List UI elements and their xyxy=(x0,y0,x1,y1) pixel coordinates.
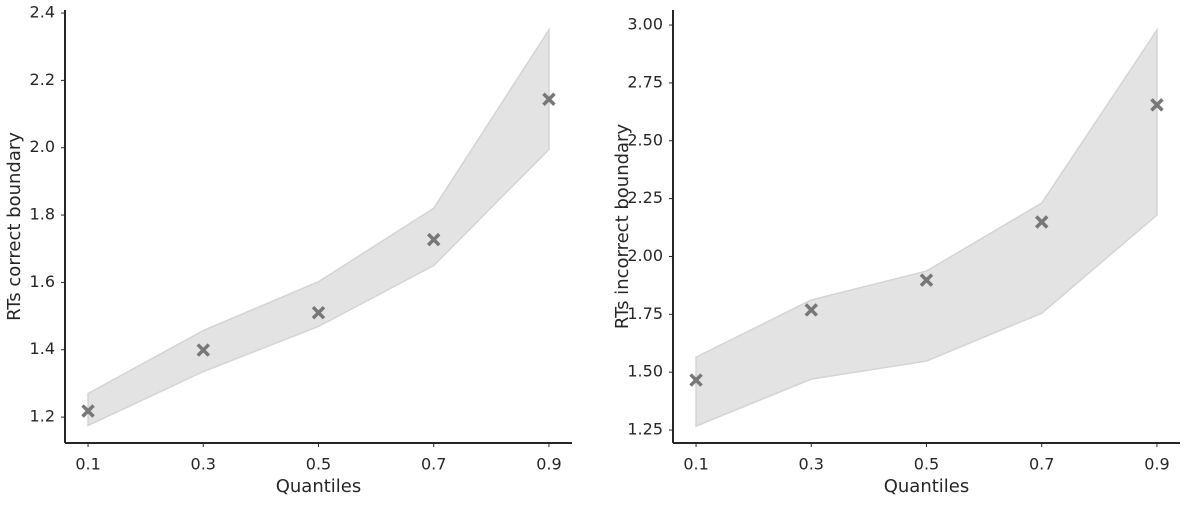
x-marker xyxy=(1150,98,1164,112)
x-tick-label: 0.3 xyxy=(799,455,824,474)
y-tick-label: 1.75 xyxy=(627,304,663,323)
x-tick-label: 0.5 xyxy=(306,455,331,474)
y-tick-label: 2.50 xyxy=(627,130,663,149)
x-marker xyxy=(804,303,819,317)
y-tick-label: 1.4 xyxy=(30,339,55,358)
x-marker xyxy=(542,92,556,106)
y-tick-label: 1.6 xyxy=(30,272,55,291)
x-axis-label: Quantiles xyxy=(884,476,970,497)
x-marker xyxy=(1034,215,1049,229)
y-tick-label: 1.2 xyxy=(30,407,55,426)
y-tick-label: 2.75 xyxy=(627,72,663,91)
y-tick-label: 3.00 xyxy=(627,15,663,34)
y-tick-label: 2.2 xyxy=(30,70,55,89)
confidence-band xyxy=(87,27,550,427)
y-tick-label: 1.50 xyxy=(627,362,663,381)
y-axis-label: RTs incorrect boundary xyxy=(612,124,633,330)
x-tick-label: 0.3 xyxy=(191,455,216,474)
x-tick-label: 0.9 xyxy=(1144,455,1169,474)
x-tick-label: 0.5 xyxy=(914,455,939,474)
x-tick-label: 0.9 xyxy=(536,455,561,474)
y-tick-label: 2.25 xyxy=(627,188,663,207)
y-tick-label: 2.4 xyxy=(30,3,55,22)
x-marker xyxy=(196,343,211,357)
x-tick-label: 0.1 xyxy=(683,455,708,474)
y-tick-label: 2.00 xyxy=(627,246,663,265)
y-tick-label: 2.0 xyxy=(30,137,55,156)
y-axis-label: RTs correct boundary xyxy=(4,132,25,321)
x-marker xyxy=(311,305,326,320)
y-tick-label: 1.25 xyxy=(627,420,663,439)
x-tick-label: 0.7 xyxy=(421,455,446,474)
confidence-band xyxy=(695,27,1158,428)
x-axis-label: Quantiles xyxy=(276,476,362,497)
x-tick-label: 0.1 xyxy=(75,455,100,474)
x-marker xyxy=(689,373,703,387)
x-marker xyxy=(919,273,934,287)
y-tick-label: 1.8 xyxy=(30,205,55,224)
x-tick-label: 0.7 xyxy=(1029,455,1054,474)
x-marker xyxy=(426,232,441,247)
x-marker xyxy=(81,404,95,418)
